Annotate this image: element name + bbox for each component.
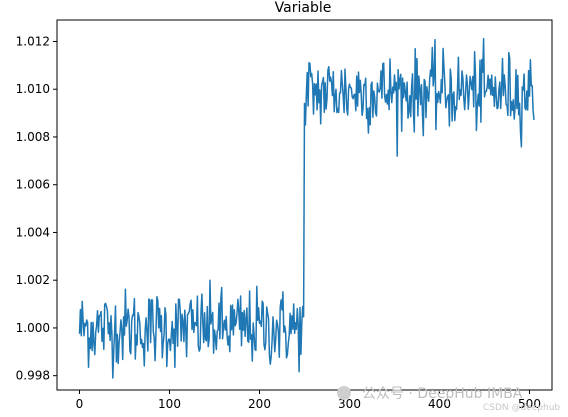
y-tick-label: 0.998 — [16, 369, 50, 383]
x-tick-label: 200 — [248, 397, 271, 411]
wechat-logo-icon — [337, 386, 351, 400]
watermark-subtext: CSDN @deephub — [483, 403, 560, 413]
watermark: 公众号 · DeepHub IMBA CSDN @deephub — [337, 386, 560, 413]
y-tick-label: 1.000 — [16, 321, 50, 335]
x-tick-label: 100 — [158, 397, 181, 411]
series-group — [78, 37, 535, 379]
y-tick-label: 1.010 — [16, 82, 50, 96]
y-tick-label: 1.002 — [16, 273, 50, 287]
y-tick-label: 1.008 — [16, 130, 50, 144]
x-tick-label: 400 — [428, 397, 451, 411]
y-tick-label: 1.012 — [16, 34, 50, 48]
x-tick-label: 500 — [518, 397, 541, 411]
watermark-text: 公众号 · DeepHub IMBA — [362, 386, 523, 402]
x-tick-label: 0 — [76, 397, 84, 411]
chart-title: Variable — [275, 0, 332, 16]
y-axis: 0.998 1.000 1.002 1.004 1.006 1.008 1.010 1.012 — [16, 34, 57, 383]
x-tick-label: 300 — [338, 397, 361, 411]
y-tick-label: 1.006 — [16, 178, 50, 192]
x-axis: 0 100 200 300 400 500 — [76, 390, 541, 411]
series-line — [78, 37, 535, 379]
y-tick-label: 1.004 — [16, 225, 50, 239]
